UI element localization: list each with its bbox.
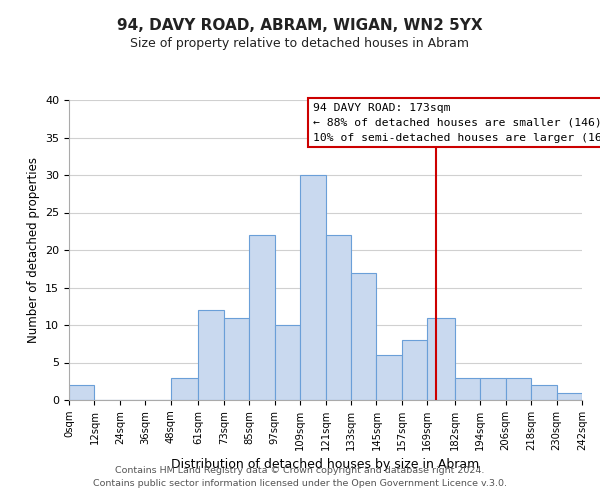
- Bar: [506, 378, 531, 400]
- Y-axis label: Number of detached properties: Number of detached properties: [26, 157, 40, 343]
- Bar: [300, 175, 325, 400]
- Text: 94, DAVY ROAD, ABRAM, WIGAN, WN2 5YX: 94, DAVY ROAD, ABRAM, WIGAN, WN2 5YX: [117, 18, 483, 32]
- Bar: [325, 235, 351, 400]
- Bar: [376, 355, 402, 400]
- Text: Contains HM Land Registry data © Crown copyright and database right 2024.
Contai: Contains HM Land Registry data © Crown c…: [93, 466, 507, 487]
- Bar: [171, 378, 199, 400]
- Bar: [275, 325, 300, 400]
- Bar: [224, 318, 249, 400]
- Bar: [480, 378, 506, 400]
- Bar: [557, 392, 582, 400]
- Bar: [351, 272, 376, 400]
- X-axis label: Distribution of detached houses by size in Abram: Distribution of detached houses by size …: [172, 458, 479, 471]
- Bar: [199, 310, 224, 400]
- Bar: [531, 385, 557, 400]
- Bar: [427, 318, 455, 400]
- Bar: [455, 378, 480, 400]
- Bar: [249, 235, 275, 400]
- Text: 94 DAVY ROAD: 173sqm
← 88% of detached houses are smaller (146)
10% of semi-deta: 94 DAVY ROAD: 173sqm ← 88% of detached h…: [313, 103, 600, 142]
- Bar: [69, 385, 94, 400]
- Bar: [402, 340, 427, 400]
- Text: Size of property relative to detached houses in Abram: Size of property relative to detached ho…: [131, 38, 470, 51]
